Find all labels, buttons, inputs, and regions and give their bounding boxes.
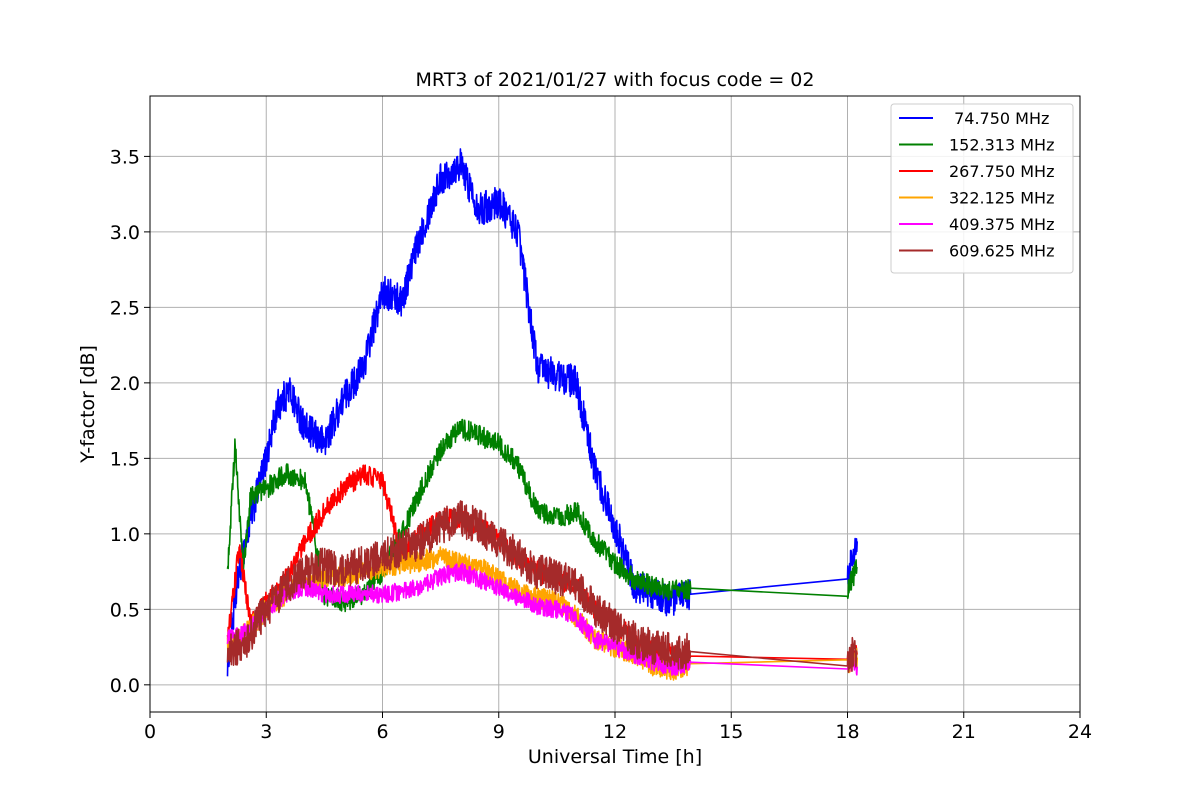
y-tick-label: 1.0 [110, 524, 140, 546]
legend-label: 609.625 MHz [949, 242, 1054, 261]
y-tick-label: 1.5 [110, 448, 140, 470]
y-tick-label: 2.0 [110, 373, 140, 395]
y-tick-label: 0.5 [110, 599, 140, 621]
legend-label: 322.125 MHz [949, 189, 1054, 208]
legend-box [890, 103, 1074, 274]
x-tick-label: 6 [376, 721, 388, 743]
series-line [226, 562, 858, 676]
legend: 74.750 MHz 152.313 MHz 267.750 MHz 322.125 … [890, 103, 1074, 274]
x-tick-label: 0 [144, 721, 156, 743]
x-axis-label: Universal Time [h] [528, 746, 702, 768]
x-tick-label: 15 [719, 721, 743, 743]
y-tick-label: 0.0 [110, 675, 140, 697]
x-tick-label: 18 [835, 721, 859, 743]
legend-label: 267.750 MHz [949, 162, 1054, 181]
series-line [226, 418, 858, 613]
legend-label: 152.313 MHz [949, 136, 1054, 155]
y-tick-label: 3.5 [110, 146, 140, 168]
y-tick-label: 3.0 [110, 222, 140, 244]
x-tick-label: 12 [603, 721, 627, 743]
series-layer [226, 148, 858, 681]
x-tick-label: 24 [1068, 721, 1092, 743]
x-tick-label: 3 [260, 721, 272, 743]
y-axis-label: Y-factor [dB] [77, 345, 99, 464]
y-tick-label: 2.5 [110, 297, 140, 319]
x-tick-label: 9 [493, 721, 505, 743]
chart-title: MRT3 of 2021/01/27 with focus code = 02 [416, 69, 815, 91]
legend-label: 74.750 MHz [949, 109, 1049, 128]
series-line [226, 500, 858, 673]
series-line [226, 148, 858, 677]
ticks: 0 3 6 9 12 15 18 21 24 0.0 0.5 1.0 1.5 2.0 2.5 3.0 3.5 [110, 146, 1092, 743]
x-tick-label: 21 [952, 721, 976, 743]
legend-label: 409.375 MHz [949, 215, 1054, 234]
